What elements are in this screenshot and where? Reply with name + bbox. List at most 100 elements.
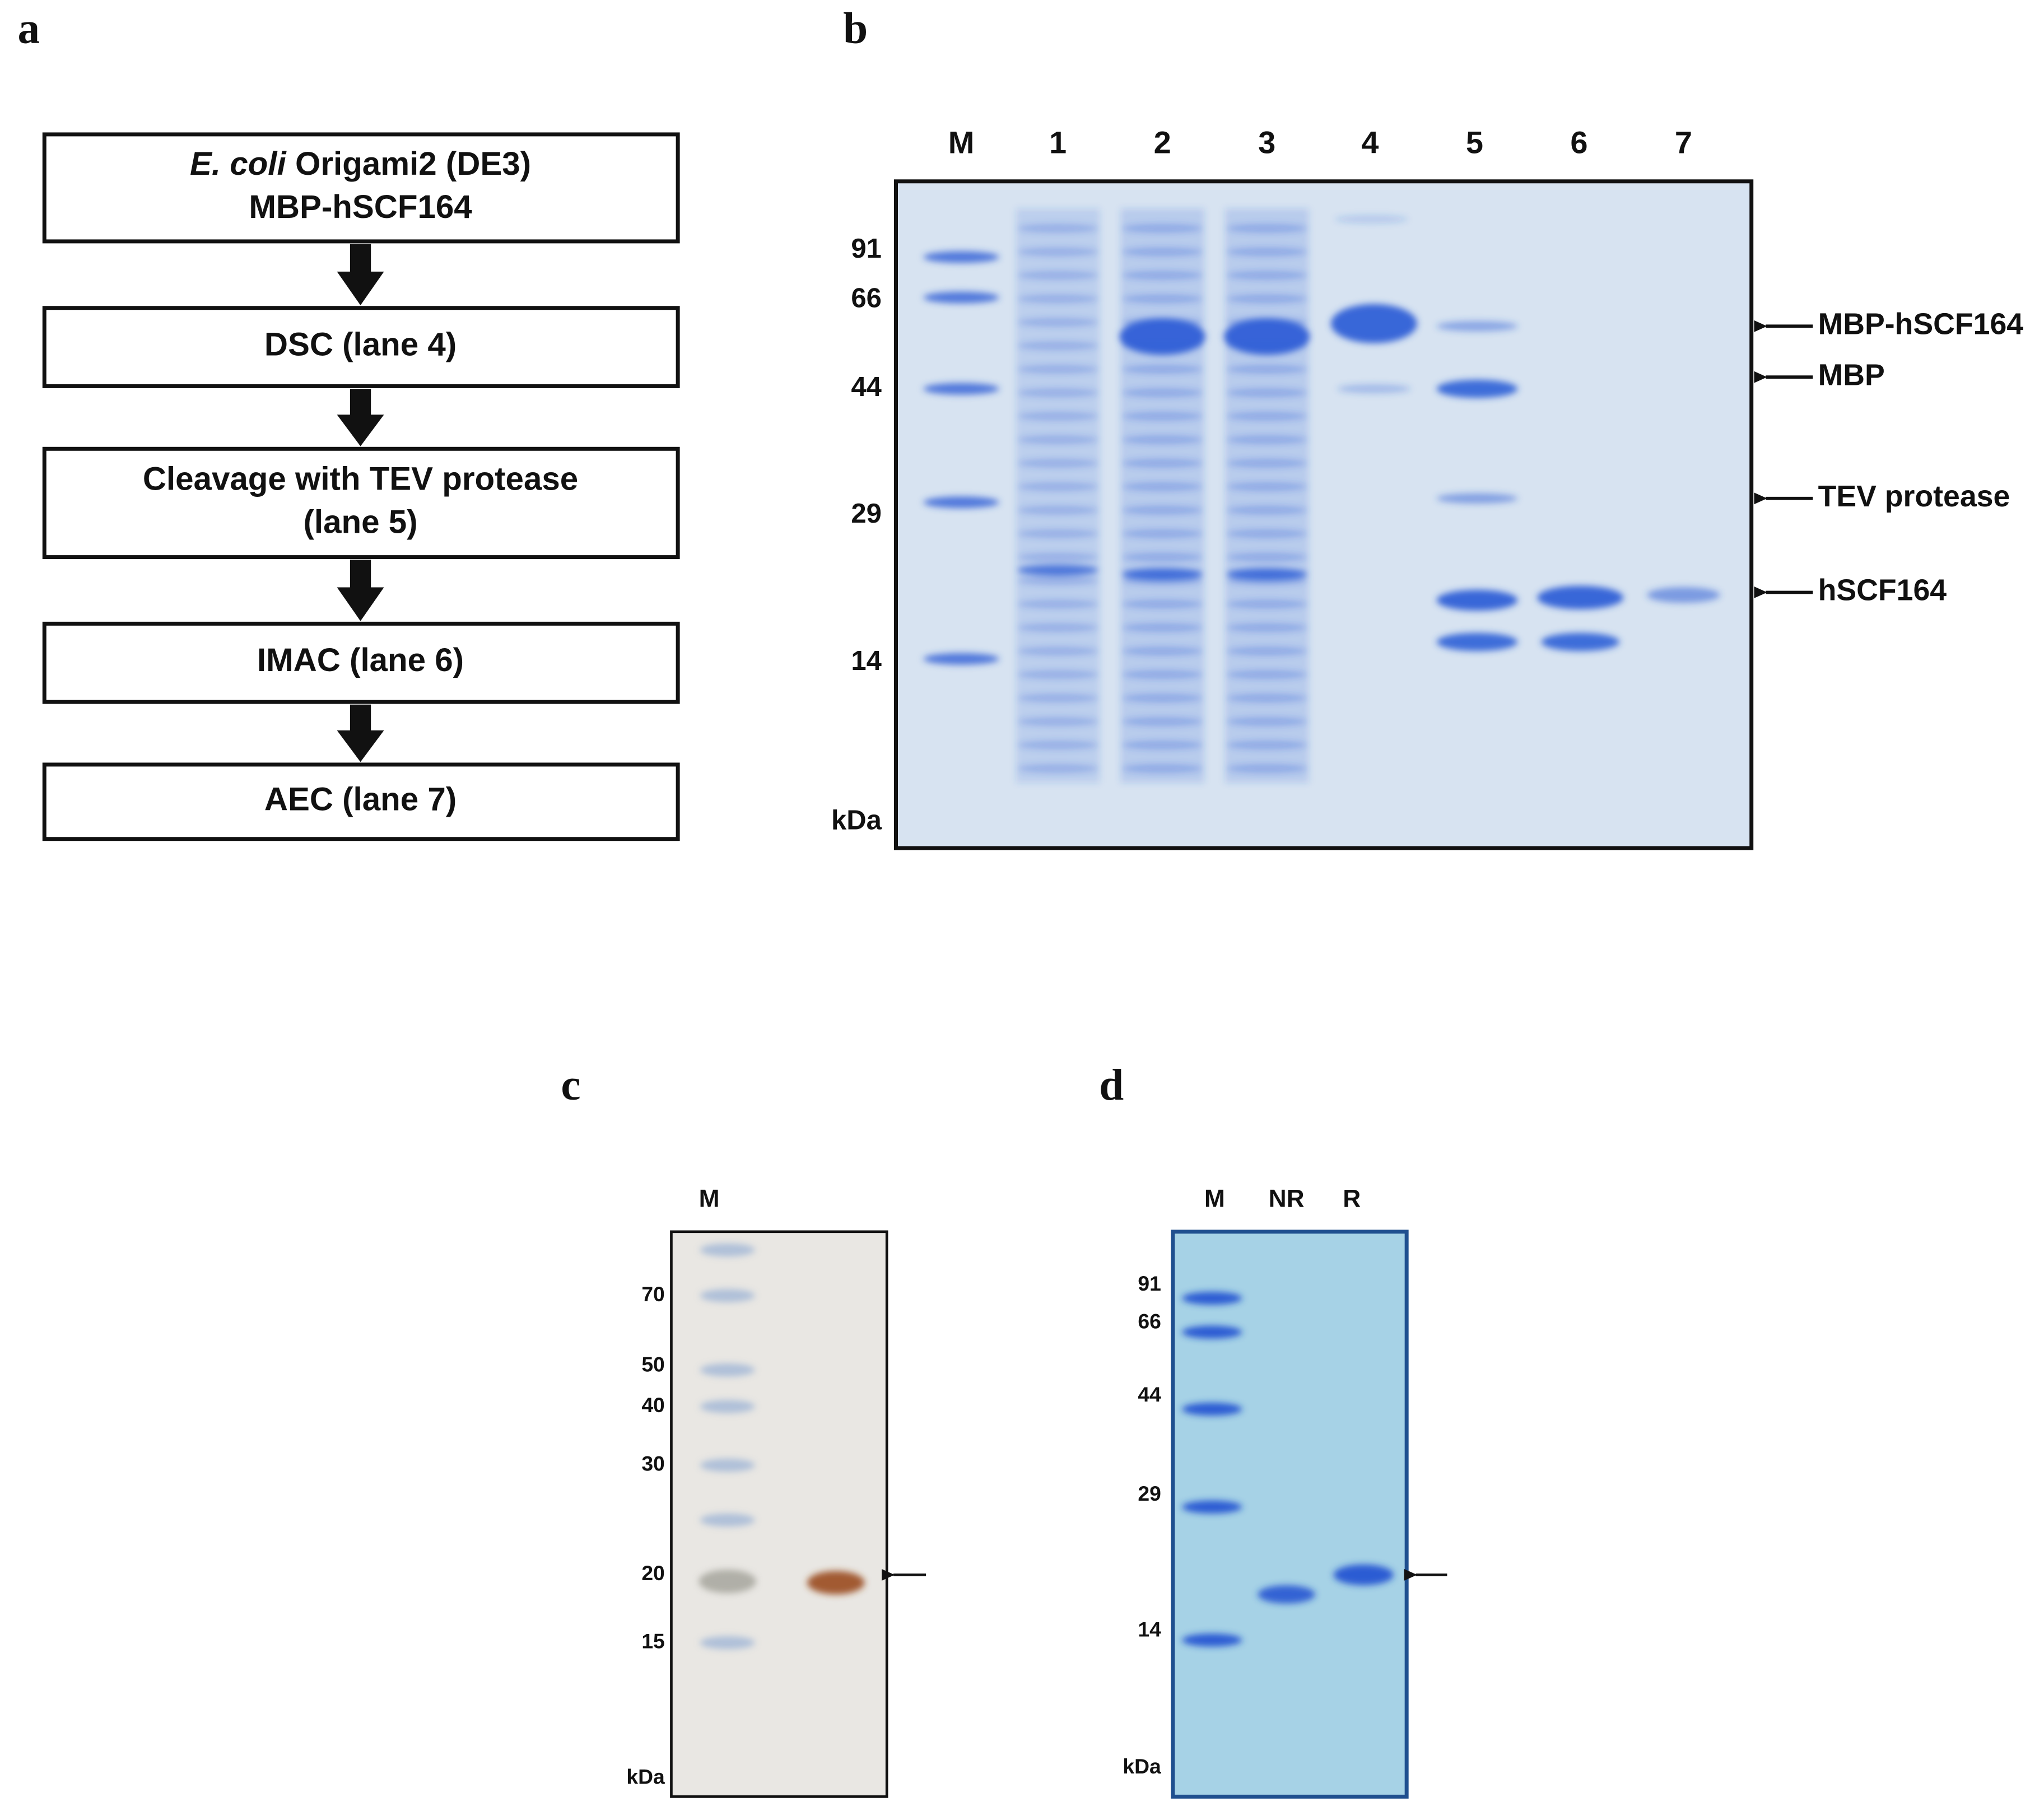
lane-smear	[1225, 208, 1309, 783]
flow-step-text: (lane 5)	[304, 504, 418, 541]
gel-band	[1121, 388, 1203, 398]
gel-band	[1017, 224, 1098, 233]
gel-band	[1121, 505, 1203, 515]
gel-band	[807, 1571, 865, 1595]
flow-step-text: AEC (lane 7)	[264, 781, 457, 818]
flow-text: MBP-hSCF164	[249, 189, 472, 225]
gel-band	[1017, 341, 1098, 351]
flow-step-text: Cleavage with TEV protease	[143, 461, 578, 497]
lane-label: 4	[1361, 124, 1379, 160]
gel-band	[1226, 388, 1307, 398]
panel-label: b	[843, 3, 868, 53]
gel-band	[1182, 1633, 1242, 1647]
gel-band	[1017, 411, 1098, 421]
gel-band	[1017, 552, 1098, 562]
gel-band	[1226, 411, 1307, 421]
gel-band	[700, 1459, 755, 1472]
gel-band	[1017, 576, 1098, 585]
labels: a b c d M 1 2 3 4 5 6 7 91 66 44 29 14 kDa MBP-hSCF164 MBP T…	[17, 3, 2023, 1788]
gel-band	[1182, 1500, 1242, 1514]
gel-band	[1226, 271, 1307, 280]
gel-band	[923, 291, 999, 304]
lane-label: 5	[1466, 124, 1483, 160]
gel-band	[923, 383, 999, 395]
gel-band	[1226, 552, 1307, 562]
gel-band	[1121, 623, 1203, 632]
gel-band	[1121, 670, 1203, 679]
mw-label: 91	[851, 234, 881, 264]
flow-text: IMAC (lane 6)	[257, 643, 464, 679]
unit-label: kDa	[1123, 1754, 1161, 1778]
gel-band	[1226, 599, 1307, 609]
lane-label: 2	[1154, 124, 1171, 160]
gel-band	[1258, 1585, 1315, 1604]
lane-label: M	[948, 124, 975, 160]
mw-label: 14	[851, 646, 881, 676]
flow-box	[42, 306, 680, 388]
gel-band	[1226, 568, 1307, 580]
flow-box	[42, 446, 680, 560]
mw-label: 50	[641, 1353, 664, 1376]
gel-band	[1121, 693, 1203, 703]
gel-band	[1017, 458, 1098, 468]
gel-band	[1017, 716, 1098, 727]
lane-smear	[1120, 208, 1204, 783]
unit-label: kDa	[626, 1765, 665, 1789]
gel-band	[1121, 716, 1203, 727]
gel-band	[1226, 505, 1307, 515]
flow-text: Origami2 (DE3)	[295, 146, 531, 182]
flowchart: E. coli Origami2 (DE3) MBP-hSCF164 DSC (lan…	[42, 132, 680, 841]
lane-label: R	[1343, 1185, 1361, 1213]
gel-band	[1121, 224, 1203, 233]
flow-arrow	[337, 244, 384, 306]
gel-band	[1436, 589, 1518, 611]
gel-band	[1226, 623, 1307, 632]
lane-label: 3	[1258, 124, 1275, 160]
gel-band	[1017, 505, 1098, 515]
flow-box	[42, 621, 680, 704]
gel-band	[699, 1570, 757, 1594]
gel-band	[1121, 365, 1203, 374]
flow-italic: E. coli	[190, 146, 287, 182]
flow-text: DSC (lane 4)	[264, 327, 457, 363]
flow-box	[42, 762, 680, 841]
flow-step-text: E. coli Origami2 (DE3)	[190, 146, 531, 182]
gel-band	[700, 1513, 755, 1527]
gel-band	[1121, 435, 1203, 445]
annotation: hSCF164	[1818, 574, 1947, 607]
flow-arrow	[337, 389, 384, 446]
gel-band	[1017, 435, 1098, 445]
unit-label: kDa	[831, 805, 882, 835]
gel-band	[1121, 568, 1203, 580]
gel-band	[1537, 585, 1624, 609]
mw-label: 29	[851, 499, 881, 529]
gel-band	[700, 1243, 755, 1257]
gel-band	[700, 1363, 755, 1377]
gel-band	[1436, 632, 1518, 651]
gel-band	[1337, 384, 1411, 394]
gel-band	[1647, 587, 1720, 603]
gel-band	[1436, 379, 1518, 398]
panel-label: a	[17, 3, 40, 53]
lane-smear	[1016, 208, 1100, 783]
bands	[699, 208, 1720, 1650]
gel-band	[1436, 320, 1518, 332]
lane-label: 1	[1049, 124, 1067, 160]
annotation: MBP	[1818, 358, 1885, 392]
gel-band	[1226, 693, 1307, 703]
gel-band	[1226, 294, 1307, 304]
gel-band	[1334, 215, 1408, 224]
gel-band	[1226, 646, 1307, 656]
flow-arrow	[337, 560, 384, 621]
mw-label: 29	[1138, 1482, 1161, 1505]
mw-label: 44	[1138, 1382, 1161, 1406]
gel-band	[1017, 271, 1098, 280]
flow-step-text: MBP-hSCF164	[249, 189, 472, 225]
flow-step-text: IMAC (lane 6)	[257, 643, 464, 679]
mw-label: 15	[641, 1629, 664, 1652]
gel-band	[1182, 1402, 1242, 1416]
lane-label: M	[699, 1185, 720, 1213]
gel-band	[1226, 458, 1307, 468]
gel-band	[1017, 693, 1098, 703]
flow-box	[42, 132, 680, 244]
